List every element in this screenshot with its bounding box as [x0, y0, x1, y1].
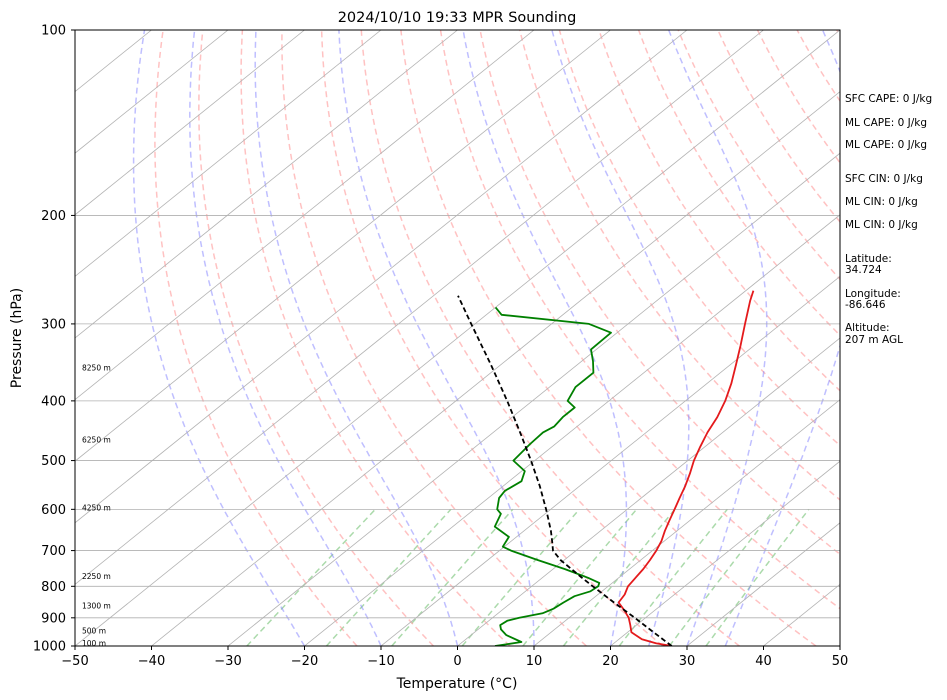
mixing-ratio-line	[246, 508, 376, 646]
x-tick-label: −30	[214, 654, 241, 669]
info-annotation: Altitude:	[845, 322, 890, 334]
moist-adiabat	[254, 30, 459, 646]
chart-title: 2024/10/10 19:33 MPR Sounding	[338, 10, 577, 26]
sounding-series	[457, 290, 755, 646]
isotherm-line	[75, 30, 535, 401]
info-annotation: ML CIN: 0 J/kg	[845, 196, 918, 208]
dry-adiabat	[558, 30, 840, 447]
x-tick-label: −10	[367, 654, 394, 669]
info-annotation: 207 m AGL	[845, 334, 903, 346]
info-annotation: ML CIN: 0 J/kg	[845, 219, 918, 231]
y-axis-label: Pressure (hPa)	[9, 288, 25, 388]
isotherm-line	[75, 30, 382, 277]
moist-adiabat	[724, 30, 840, 646]
y-tick-label: 400	[41, 394, 66, 409]
isotherms	[75, 30, 840, 646]
isotherm-line	[686, 522, 840, 646]
sounding-info-panel: SFC CAPE: 0 J/kg ML CAPE: 0 J/kg ML CAPE: …	[845, 93, 932, 346]
mixing-ratio-line	[618, 508, 728, 646]
dry-adiabat	[320, 30, 664, 646]
dewpoint-profile-line	[493, 306, 612, 646]
info-annotation: ML CAPE: 0 J/kg	[845, 117, 927, 129]
x-tick-label: 30	[679, 654, 696, 669]
y-tick-label: 200	[41, 209, 66, 224]
isotherm-line	[75, 30, 688, 524]
mixing-ratio-line	[705, 508, 810, 646]
dry-adiabat	[637, 30, 840, 337]
parcel-profile-line	[457, 295, 673, 646]
temperature-profile-line	[617, 290, 755, 646]
mixing-ratio-line	[668, 508, 775, 646]
info-annotation: Latitude:	[845, 253, 892, 265]
isotherm-line	[457, 337, 840, 646]
x-tick-label: 20	[602, 654, 619, 669]
x-tick-label: −40	[138, 654, 165, 669]
y-tick-label: 600	[41, 503, 66, 518]
y-axis-ticks: 100 200 300 400 500 600 700 800 900 1000	[33, 24, 75, 655]
height-marker-label: 100 m	[82, 639, 106, 648]
dry-adiabat	[198, 30, 434, 646]
moist-adiabat	[189, 30, 382, 646]
info-annotation: Longitude:	[845, 288, 901, 300]
height-marker-label: 4250 m	[82, 504, 111, 513]
info-annotation: -86.646	[845, 299, 886, 311]
dry-adiabat	[281, 30, 587, 646]
height-markers: 100 m 500 m 1300 m 2250 m 4250 m 6250 m 8250 m	[82, 363, 111, 647]
isotherm-line	[75, 30, 305, 216]
dry-adiabat	[479, 30, 840, 556]
mixing-ratio-lines	[246, 508, 810, 646]
moist-adiabat	[668, 30, 768, 646]
isotherm-line	[75, 30, 611, 462]
info-annotation: SFC CIN: 0 J/kg	[845, 173, 923, 185]
isotherm-line	[75, 30, 229, 154]
height-marker-label: 2250 m	[82, 572, 111, 581]
x-tick-label: −50	[61, 654, 88, 669]
isotherm-line	[533, 399, 840, 646]
isotherm-line	[75, 30, 458, 339]
x-tick-label: 50	[832, 654, 849, 669]
isotherm-line	[151, 91, 840, 646]
isobars	[75, 215, 840, 619]
isotherm-line	[227, 152, 840, 646]
height-marker-label: 500 m	[82, 626, 106, 635]
isotherm-line	[304, 214, 840, 646]
isotherm-line	[75, 30, 840, 646]
y-tick-label: 900	[41, 611, 66, 626]
y-tick-label: 300	[41, 317, 66, 332]
dry-adiabat	[598, 30, 840, 392]
isotherm-line	[380, 275, 840, 646]
x-axis-ticks: −50 −40 −30 −20 −10 0 10 20 30 40 50	[61, 646, 848, 669]
x-tick-label: 40	[755, 654, 772, 669]
y-tick-label: 800	[41, 580, 66, 595]
info-annotation: 34.724	[845, 264, 882, 276]
dry-adiabats	[154, 30, 840, 646]
moist-adiabat	[132, 30, 306, 646]
x-tick-label: 0	[453, 654, 461, 669]
height-marker-label: 1300 m	[82, 602, 111, 611]
x-axis-label: Temperature (°C)	[396, 676, 518, 692]
dry-adiabat	[400, 30, 817, 646]
dry-adiabat	[240, 30, 511, 646]
dry-adiabat	[439, 30, 840, 610]
mixing-ratio-line	[325, 508, 452, 646]
dry-adiabat	[154, 30, 358, 646]
plot-area	[75, 30, 840, 646]
isotherm-line	[610, 460, 840, 646]
x-tick-label: 10	[526, 654, 543, 669]
moist-adiabat	[338, 30, 535, 646]
info-annotation: SFC CAPE: 0 J/kg	[845, 93, 932, 105]
height-marker-label: 8250 m	[82, 363, 111, 372]
y-tick-label: 500	[41, 454, 66, 469]
y-tick-label: 700	[41, 544, 66, 559]
dry-adiabat	[717, 30, 840, 224]
y-tick-label: 1000	[33, 640, 66, 655]
x-tick-label: −20	[291, 654, 318, 669]
info-annotation: ML CAPE: 0 J/kg	[845, 139, 927, 151]
isotherm-line	[75, 30, 764, 585]
height-marker-label: 6250 m	[82, 435, 111, 444]
y-tick-label: 100	[41, 24, 66, 39]
